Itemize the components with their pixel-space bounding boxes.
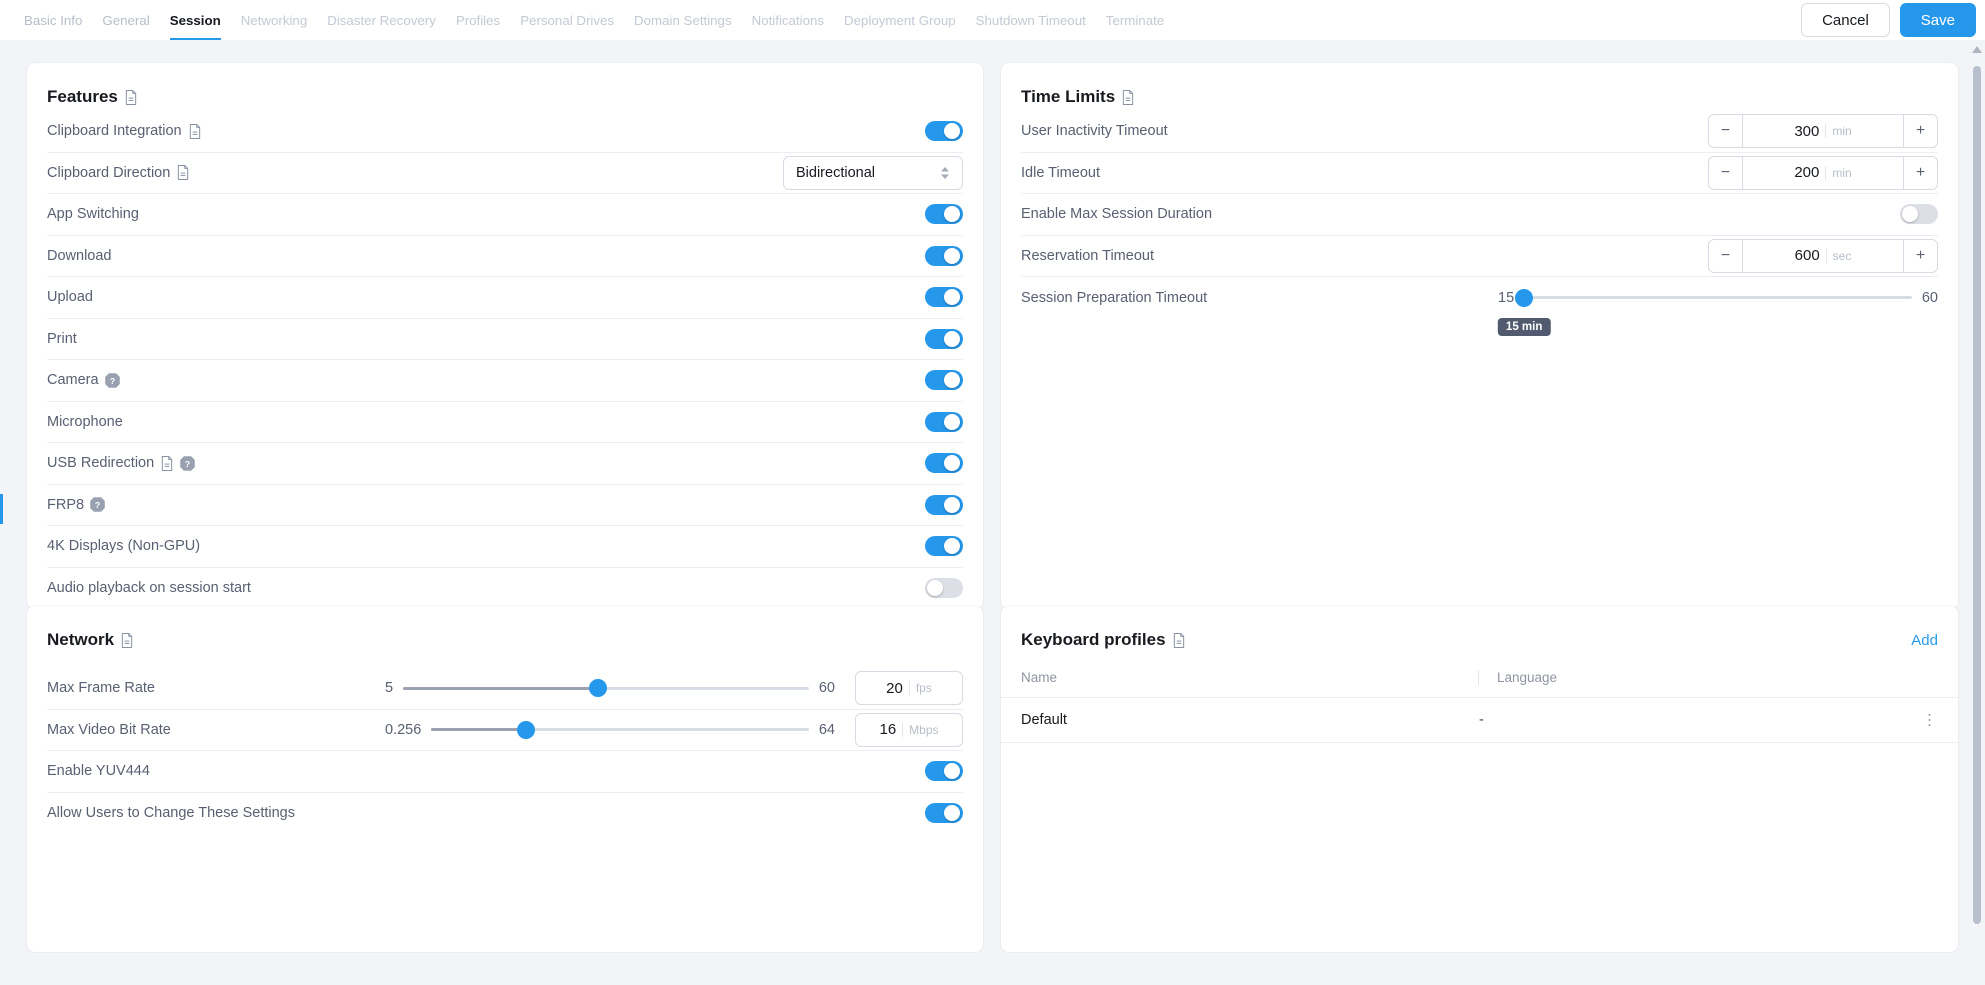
svg-text:?: ?	[95, 500, 100, 510]
svg-text:?: ?	[109, 376, 114, 386]
svg-text:?: ?	[185, 459, 190, 469]
